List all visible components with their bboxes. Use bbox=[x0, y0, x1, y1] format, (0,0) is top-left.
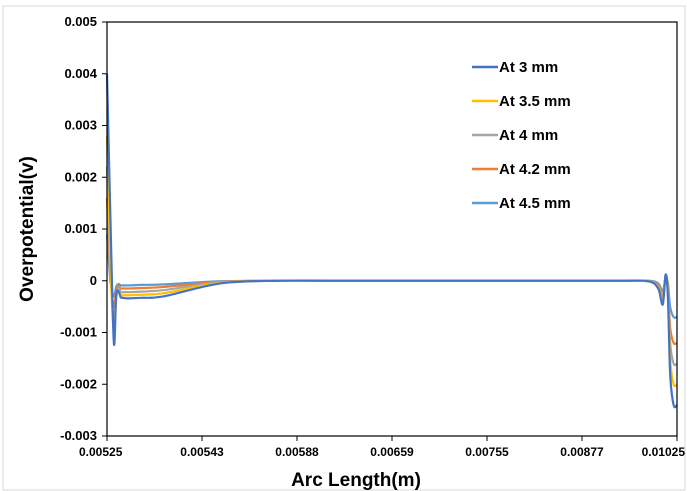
x-tick-label: 0.00877 bbox=[560, 445, 604, 459]
y-tick-label: 0.001 bbox=[64, 221, 97, 236]
y-tick-label: 0.004 bbox=[64, 66, 97, 81]
legend-label: At 3 mm bbox=[499, 59, 558, 76]
x-tick-label: 0.00543 bbox=[180, 445, 224, 459]
y-tick-label: 0.003 bbox=[64, 118, 97, 133]
x-tick-label: 0.00525 bbox=[79, 445, 123, 459]
legend-label: At 3.5 mm bbox=[499, 93, 571, 110]
legend: At 3 mm At 3.5 mm At 4 mm At 4.2 mm At 4.5 m… bbox=[472, 59, 571, 212]
plot-area-border bbox=[106, 21, 678, 437]
chart-frame bbox=[2, 5, 686, 491]
x-axis-title: Arc Length(m) bbox=[291, 470, 421, 491]
legend-label: At 4.5 mm bbox=[499, 195, 571, 212]
series-line-at-3-mm bbox=[105, 73, 679, 409]
x-tick-label: 0.00588 bbox=[275, 445, 319, 459]
y-tick-label: -0.002 bbox=[60, 376, 97, 391]
y-tick-label: -0.001 bbox=[60, 325, 97, 340]
y-tick-label: 0.002 bbox=[64, 169, 97, 184]
legend-label: At 4.2 mm bbox=[499, 161, 571, 178]
x-tick-label: 0.00755 bbox=[465, 445, 509, 459]
y-tick-label: 0.005 bbox=[64, 14, 97, 29]
x-tick-label: 0.00659 bbox=[370, 445, 414, 459]
y-axis-ticks: 0.005 0.004 0.003 0.002 0.001 0 -0.001 -0.002 -0… bbox=[60, 14, 107, 443]
y-tick-label: 0 bbox=[90, 273, 97, 288]
y-tick-label: -0.003 bbox=[60, 428, 97, 443]
legend-label: At 4 mm bbox=[499, 127, 558, 144]
series-layer bbox=[105, 73, 679, 409]
y-axis-title: Overpotential(v) bbox=[17, 156, 38, 302]
x-axis-ticks: 0.00525 0.00543 0.00588 0.00659 0.00755 0.008… bbox=[79, 436, 685, 459]
x-tick-label: 0.01025 bbox=[642, 445, 686, 459]
